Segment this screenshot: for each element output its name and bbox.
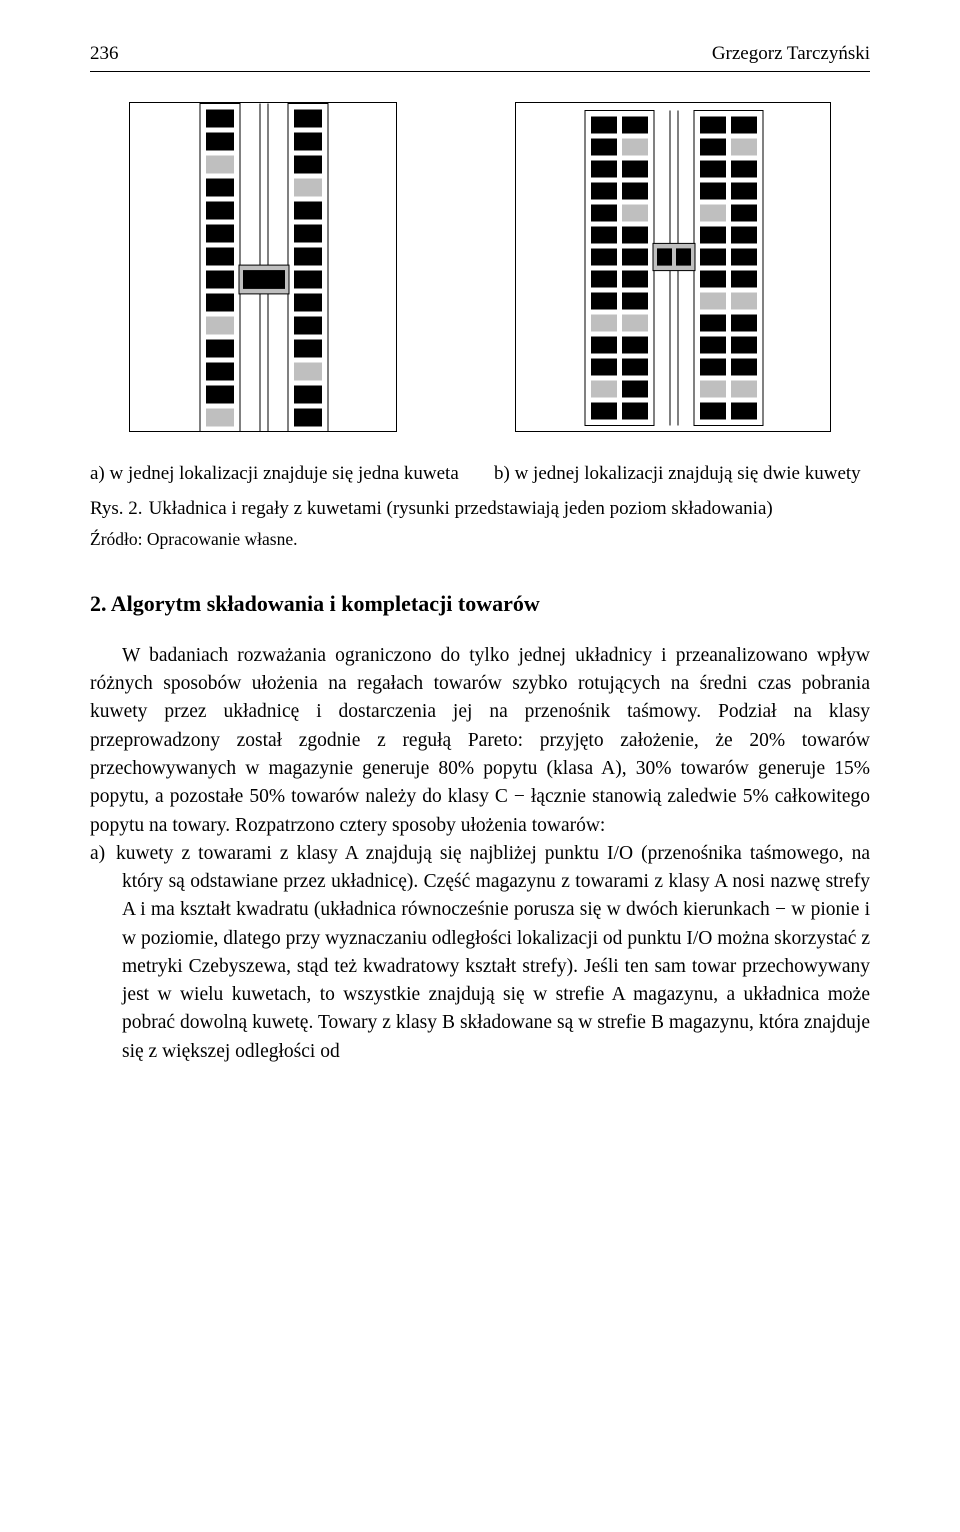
- figure-label-text: Układnica i regały z kuwetami (rysunki p…: [149, 495, 773, 523]
- page-number: 236: [90, 40, 119, 68]
- list-item-a-label: a): [90, 840, 116, 868]
- page-header: 236 Grzegorz Tarczyński: [90, 40, 870, 72]
- rack-diagram-a-icon: [129, 102, 397, 432]
- caption-b: b) w jednej lokalizacji znajdują się dwi…: [494, 460, 870, 488]
- figures-row: [90, 102, 870, 432]
- caption-a: a) w jednej lokalizacji znajduje się jed…: [90, 460, 466, 488]
- figure-captions: a) w jednej lokalizacji znajduje się jed…: [90, 460, 870, 488]
- list-item-a-text: kuwety z towarami z klasy A znajdują się…: [116, 843, 870, 1062]
- section-title: Algorytm składowania i kompletacji towar…: [111, 591, 540, 616]
- figure-a: [129, 102, 397, 432]
- section-number: 2.: [90, 591, 107, 616]
- list-item-a: a)kuwety z towarami z klasy A znajdują s…: [90, 840, 870, 1066]
- section-heading: 2. Algorytm składowania i kompletacji to…: [90, 588, 870, 620]
- figure-label: Rys. 2. Układnica i regały z kuwetami (r…: [90, 495, 870, 523]
- figure-source: Źródło: Opracowanie własne.: [90, 527, 870, 552]
- author-name: Grzegorz Tarczyński: [712, 40, 870, 68]
- rack-diagram-b-icon: [515, 102, 831, 432]
- figure-b: [515, 102, 831, 432]
- paragraph-1: W badaniach rozważania ograniczono do ty…: [90, 642, 870, 840]
- figure-label-prefix: Rys. 2.: [90, 495, 143, 523]
